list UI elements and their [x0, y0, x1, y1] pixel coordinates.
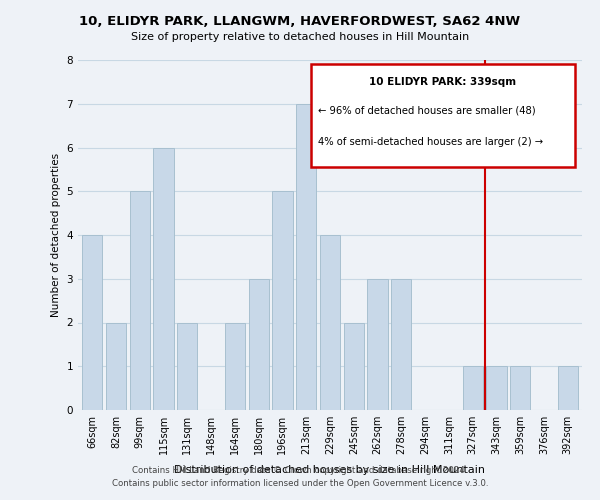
Y-axis label: Number of detached properties: Number of detached properties [51, 153, 61, 317]
Bar [391, 279, 412, 410]
Bar [320, 235, 340, 410]
Bar [463, 366, 483, 410]
Bar [106, 322, 126, 410]
Bar [344, 322, 364, 410]
Bar [248, 279, 269, 410]
Text: ← 96% of detached houses are smaller (48): ← 96% of detached houses are smaller (48… [318, 106, 536, 116]
Text: Size of property relative to detached houses in Hill Mountain: Size of property relative to detached ho… [131, 32, 469, 42]
Bar [557, 366, 578, 410]
Bar [154, 148, 173, 410]
FancyBboxPatch shape [311, 64, 575, 167]
Bar [296, 104, 316, 410]
Bar [367, 279, 388, 410]
Bar [487, 366, 506, 410]
Bar [177, 322, 197, 410]
X-axis label: Distribution of detached houses by size in Hill Mountain: Distribution of detached houses by size … [175, 466, 485, 475]
Bar [130, 191, 150, 410]
Text: 10 ELIDYR PARK: 339sqm: 10 ELIDYR PARK: 339sqm [370, 76, 517, 86]
Text: 4% of semi-detached houses are larger (2) →: 4% of semi-detached houses are larger (2… [318, 136, 543, 146]
Bar [82, 235, 103, 410]
Bar [225, 322, 245, 410]
Text: Contains HM Land Registry data © Crown copyright and database right 2024.
Contai: Contains HM Land Registry data © Crown c… [112, 466, 488, 487]
Bar [272, 191, 293, 410]
Bar [510, 366, 530, 410]
Text: 10, ELIDYR PARK, LLANGWM, HAVERFORDWEST, SA62 4NW: 10, ELIDYR PARK, LLANGWM, HAVERFORDWEST,… [79, 15, 521, 28]
